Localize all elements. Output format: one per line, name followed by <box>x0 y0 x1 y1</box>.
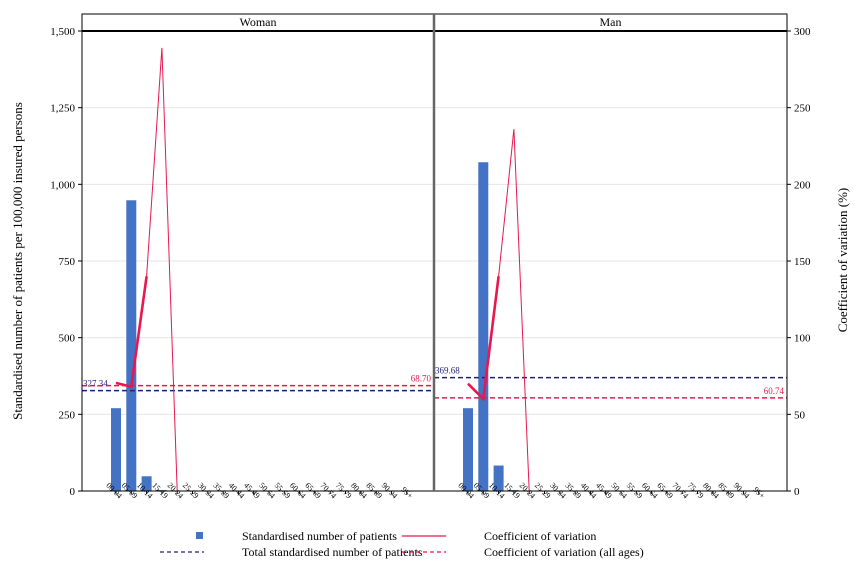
bar-man-00-04 <box>463 408 473 491</box>
legend-label: Coefficient of variation (all ages) <box>484 545 644 559</box>
legend-item: Standardised number of patients <box>196 529 397 543</box>
y2-tick-label: 50 <box>794 409 806 421</box>
bar-man-05-09 <box>478 162 489 491</box>
legend-item: Coefficient of variation (all ages) <box>402 545 644 559</box>
y-tick-label: 1,250 <box>50 103 75 115</box>
ref-label-cv-all-man: 60.74 <box>764 386 785 396</box>
cv-line-man <box>467 129 530 492</box>
y-tick-label: 750 <box>59 256 76 268</box>
x-tick-label: 95+ <box>751 485 767 501</box>
ref-label-total-man: 369.68 <box>435 366 460 376</box>
bar-man-10-14 <box>493 465 504 491</box>
legend-swatch <box>196 532 203 539</box>
cv-line-highlight-man <box>467 276 500 402</box>
y-tick-label: 0 <box>70 486 76 498</box>
y-tick-label: 500 <box>59 333 76 345</box>
bar-woman-10-14 <box>141 476 152 491</box>
y2-tick-label: 0 <box>794 486 800 498</box>
y-tick-label: 1,500 <box>50 26 75 38</box>
legend-label: Total standardised number of patients <box>242 545 423 559</box>
ref-label-total-woman: 327.34 <box>83 379 108 389</box>
legend-label: Coefficient of variation <box>484 529 596 543</box>
cv-lines <box>115 47 530 492</box>
legend: Standardised number of patients Coefficie… <box>160 529 644 559</box>
bar-woman-00-04 <box>111 408 121 491</box>
panel-title-man: Man <box>600 15 622 29</box>
y2-tick-label: 250 <box>794 103 811 115</box>
legend-label: Standardised number of patients <box>242 529 397 543</box>
y2-tick-label: 300 <box>794 26 811 38</box>
cv-line-highlight-woman <box>115 276 148 389</box>
legend-item: Coefficient of variation <box>402 529 596 543</box>
y2-tick-label: 200 <box>794 179 811 191</box>
y-tick-label: 250 <box>59 409 76 421</box>
y2-tick-label: 150 <box>794 256 811 268</box>
bars <box>111 162 519 491</box>
cv-line-woman <box>115 47 178 492</box>
legend-item: Total standardised number of patients <box>160 545 423 559</box>
y2-axis-label: Coefficient of variation (%) <box>835 188 850 333</box>
y-axis-label: Standardised number of patients per 100,… <box>10 102 25 420</box>
x-tick-label: 95+ <box>399 485 415 501</box>
y-tick-label: 1,000 <box>50 179 75 191</box>
ref-label-cv-all-woman: 68.70 <box>411 374 432 384</box>
panel-title-woman: Woman <box>239 15 276 29</box>
y2-tick-label: 100 <box>794 333 811 345</box>
bar-woman-05-09 <box>126 200 137 491</box>
